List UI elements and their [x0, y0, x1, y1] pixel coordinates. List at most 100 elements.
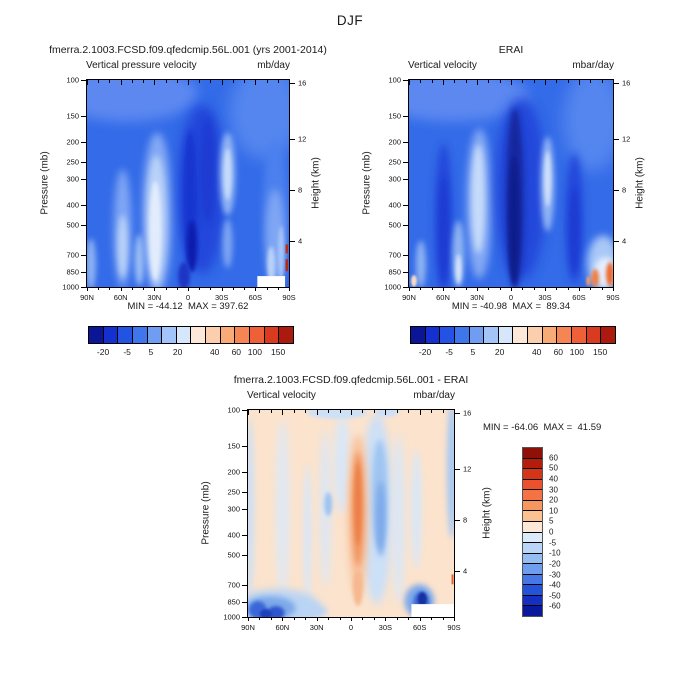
- pressure-tick-label: 100: [388, 75, 401, 85]
- panel1-height-axis-title: Height (km): [310, 157, 322, 209]
- lat-tick-bottom: [293, 617, 295, 620]
- colorbar-segment: [523, 469, 542, 480]
- lat-tick-top: [176, 80, 178, 83]
- colorbar-segment: [523, 521, 542, 533]
- height-tick: [614, 139, 619, 141]
- pressure-tick: [81, 142, 86, 144]
- colorbar-segment: [498, 327, 514, 343]
- lat-tick-top: [316, 410, 318, 415]
- lat-tick-top: [328, 410, 330, 413]
- lat-tick-label: 60S: [248, 293, 262, 302]
- lat-tick-label: 30N: [470, 293, 484, 302]
- lat-tick-top: [442, 410, 444, 413]
- pressure-tick-label: 1000: [62, 282, 79, 292]
- panel1-units-label: mb/day: [257, 60, 290, 71]
- lat-tick-top: [109, 80, 111, 83]
- height-tick-label: 16: [463, 408, 472, 418]
- lat-tick-bottom: [533, 287, 535, 290]
- pressure-tick-label: 400: [227, 530, 240, 540]
- colorbar-segment: [118, 327, 133, 343]
- colorbar-segment: [523, 564, 542, 575]
- lat-tick-top: [443, 80, 444, 85]
- lat-tick-bottom: [232, 287, 234, 290]
- pressure-tick: [403, 287, 408, 288]
- lat-tick-bottom: [431, 287, 433, 290]
- lat-tick-top: [293, 410, 295, 413]
- lat-tick-bottom: [476, 287, 478, 291]
- pressure-tick-label: 250: [227, 487, 240, 497]
- lat-tick-bottom: [419, 617, 421, 621]
- pressure-tick-label: 500: [66, 220, 79, 230]
- pressure-tick: [242, 446, 247, 448]
- pressure-tick-label: 400: [388, 200, 401, 210]
- pressure-tick: [242, 410, 247, 411]
- lat-tick-top: [210, 80, 212, 83]
- colorbar-tick-label: 20: [549, 495, 558, 505]
- pressure-tick-label: 300: [227, 504, 240, 514]
- panel2-contour-plot: 100 150 200 250 300 400 500 700 850 1000 16 12 8 4 90N…: [384, 76, 630, 303]
- colorbar-segment: [523, 574, 542, 586]
- colorbar-tick-label: 100: [569, 347, 584, 357]
- panel2-contour-field: [409, 80, 613, 287]
- lat-tick-top: [143, 80, 145, 83]
- lat-tick-bottom: [289, 287, 290, 291]
- panel2-colorbar-labels: -20 -5 5 20 40 60 100 150: [410, 347, 616, 359]
- panel3-title: fmerra.2.1003.FCSD.f09.qfedcmip.56L.001 …: [233, 374, 469, 386]
- panel2-variable-label: Vertical velocity: [408, 60, 477, 71]
- pressure-tick: [242, 602, 247, 604]
- pressure-tick: [81, 116, 86, 118]
- pressure-tick: [81, 272, 86, 274]
- lat-tick-bottom: [488, 287, 490, 290]
- panel3-surface-mask: [411, 604, 454, 617]
- colorbar-tick-label: 40: [209, 347, 220, 357]
- pressure-tick: [403, 204, 408, 206]
- panel3-units-label: mbar/day: [413, 390, 455, 401]
- panel2-pressure-axis-title: Pressure (mb): [361, 151, 373, 215]
- lat-tick-top: [87, 80, 88, 85]
- lat-tick-bottom: [176, 287, 178, 290]
- lat-tick-top: [454, 410, 455, 415]
- lat-tick-top: [199, 80, 201, 83]
- pressure-tick-label: 300: [66, 174, 79, 184]
- lat-tick-top: [511, 80, 512, 85]
- lat-tick-label: 90S: [606, 293, 620, 302]
- lat-tick-bottom: [154, 287, 156, 291]
- lat-tick-bottom: [165, 287, 167, 290]
- pressure-tick-label: 250: [66, 157, 79, 167]
- lat-tick-top: [522, 80, 524, 83]
- pressure-tick: [242, 617, 247, 618]
- lat-tick-top: [232, 80, 234, 83]
- lat-tick-bottom: [454, 287, 456, 290]
- lat-tick-top: [431, 410, 433, 413]
- pressure-tick-label: 700: [388, 250, 401, 260]
- lat-tick-top: [98, 80, 100, 83]
- lat-tick-top: [277, 80, 279, 83]
- lat-tick-label: 90S: [282, 293, 296, 302]
- panel2-colorbar: [410, 326, 616, 344]
- lat-tick-label: 0: [185, 293, 191, 302]
- pressure-tick-label: 500: [227, 550, 240, 560]
- lat-tick-label: 30S: [538, 293, 552, 302]
- panel1-title: fmerra.2.1003.FCSD.f09.qfedcmip.56L.001 …: [49, 44, 327, 56]
- lat-tick-bottom: [511, 287, 512, 291]
- lat-tick-bottom: [282, 617, 284, 621]
- panel1-colorbar-labels: -20 -5 5 20 40 60 100 150: [88, 347, 294, 359]
- lat-tick-bottom: [339, 617, 341, 620]
- colorbar-segment: [250, 327, 265, 343]
- pressure-tick: [81, 224, 86, 226]
- panel1-subtitle-row: Vertical pressure velocity mb/day: [86, 60, 290, 71]
- lat-tick-bottom: [567, 287, 569, 290]
- pressure-tick: [403, 254, 408, 256]
- colorbar-segment: [523, 595, 542, 607]
- colorbar-tick-label: 50: [549, 463, 558, 473]
- lat-tick-bottom: [590, 287, 592, 290]
- panel3-subtitle-row: Vertical velocity mbar/day: [247, 390, 455, 401]
- panel1-minmax: MIN = -44.12 MAX = 397.62: [127, 301, 249, 312]
- panel1-pressure-axis-title: Pressure (mb): [39, 151, 51, 215]
- panel3-variable-label: Vertical velocity: [247, 390, 316, 401]
- height-tick: [290, 139, 295, 141]
- lat-tick-bottom: [277, 287, 279, 290]
- panel2-height-axis-title: Height (km): [634, 157, 646, 209]
- colorbar-segment: [206, 327, 221, 343]
- lat-tick-bottom: [255, 287, 257, 291]
